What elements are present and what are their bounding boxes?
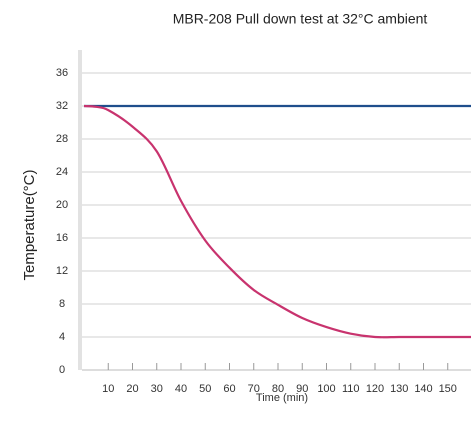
y-tick-label: 20 xyxy=(56,199,68,211)
x-tick-label: 150 xyxy=(439,383,457,395)
chart-title: MBR-208 Pull down test at 32°C ambient xyxy=(173,11,428,27)
y-tick-label: 16 xyxy=(56,232,68,244)
x-tick-label: 140 xyxy=(414,383,432,395)
y-axis-label: Temperature(°C) xyxy=(21,169,38,280)
x-tick-label: 90 xyxy=(296,383,308,395)
y-tick-label: 0 xyxy=(59,364,65,376)
x-tick-label: 110 xyxy=(342,383,360,395)
y-axis xyxy=(78,50,82,370)
x-tick-label: 20 xyxy=(126,383,138,395)
y-tick-label: 4 xyxy=(59,331,65,343)
x-tick-label: 10 xyxy=(102,383,114,395)
y-tick-label: 28 xyxy=(56,133,68,145)
x-tick-label: 120 xyxy=(366,383,384,395)
y-tick-label: 8 xyxy=(59,298,65,310)
x-tick-label: 30 xyxy=(151,383,163,395)
x-tick-label: 80 xyxy=(272,383,284,395)
y-tick-label: 12 xyxy=(56,265,68,277)
x-tick-label: 100 xyxy=(317,383,335,395)
x-tick-label: 70 xyxy=(248,383,260,395)
x-tick-label: 50 xyxy=(199,383,211,395)
x-axis-label: Time (min) xyxy=(256,392,308,404)
y-tick-label: 24 xyxy=(56,166,68,178)
x-tick-label: 60 xyxy=(223,383,235,395)
y-tick-label: 32 xyxy=(56,100,68,112)
x-tick-label: 130 xyxy=(390,383,408,395)
series-line xyxy=(83,104,471,339)
y-tick-label: 36 xyxy=(56,67,68,79)
x-tick-label: 40 xyxy=(175,383,187,395)
